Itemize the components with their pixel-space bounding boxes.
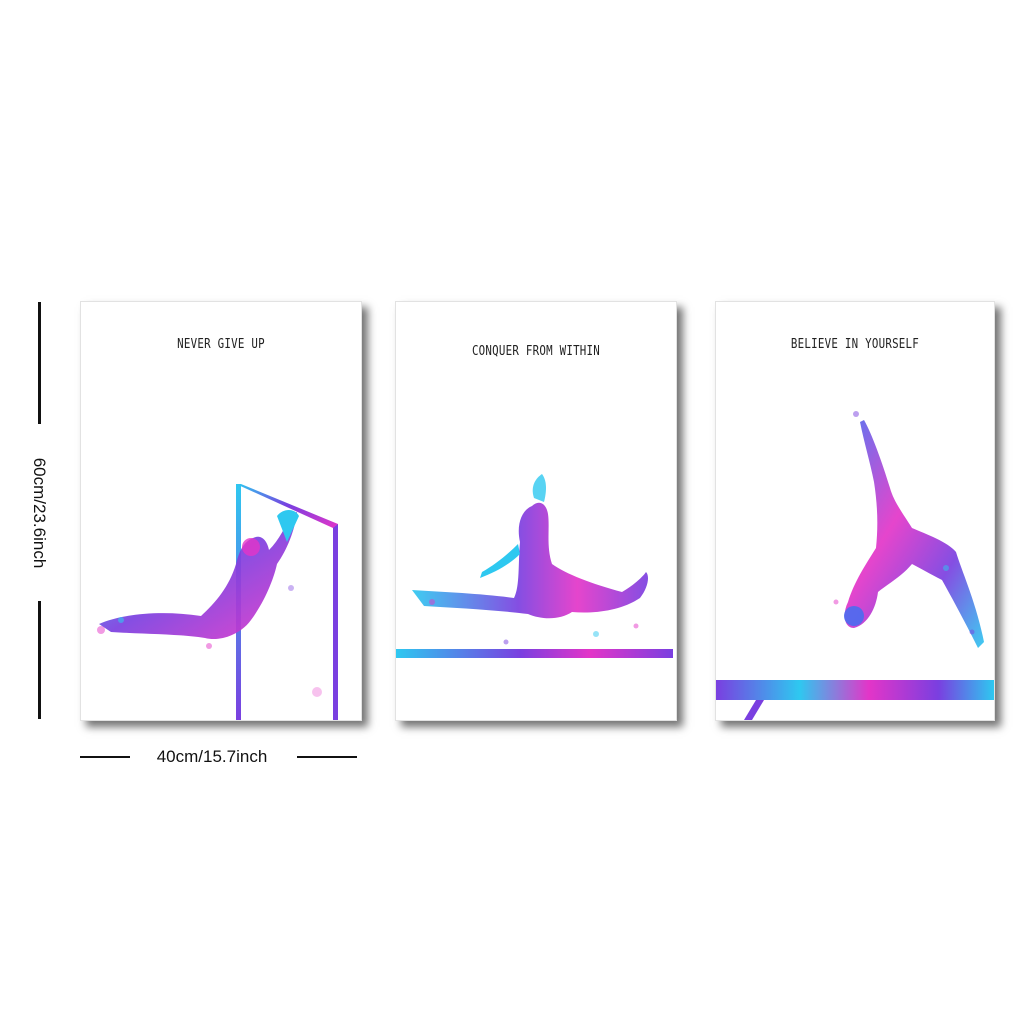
poster-conquer-from-within: CONQUER FROM WITHIN — [395, 301, 677, 721]
gymnast-uneven-bars-artwork — [97, 484, 338, 720]
width-dimension-line-left — [80, 756, 130, 758]
gymnast-backflip-beam-artwork — [716, 411, 994, 720]
width-dimension-line-right — [297, 756, 357, 758]
poster-caption: BELIEVE IN YOURSELF — [790, 336, 920, 352]
poster-caption: CONQUER FROM WITHIN — [471, 343, 601, 359]
height-dimension-line-top — [38, 302, 41, 424]
height-dimension-line-bottom — [38, 601, 41, 719]
poster-never-give-up: NEVER GIVE UP — [80, 301, 362, 721]
poster-believe-in-yourself: BELIEVE IN YOURSELF — [715, 301, 995, 721]
width-dimension-label: 40cm/15.7inch — [156, 747, 268, 766]
gymnast-split-leap-artwork — [396, 474, 673, 658]
poster-caption: NEVER GIVE UP — [177, 336, 265, 352]
height-dimension-label: 60cm/23.6inch — [30, 457, 49, 569]
